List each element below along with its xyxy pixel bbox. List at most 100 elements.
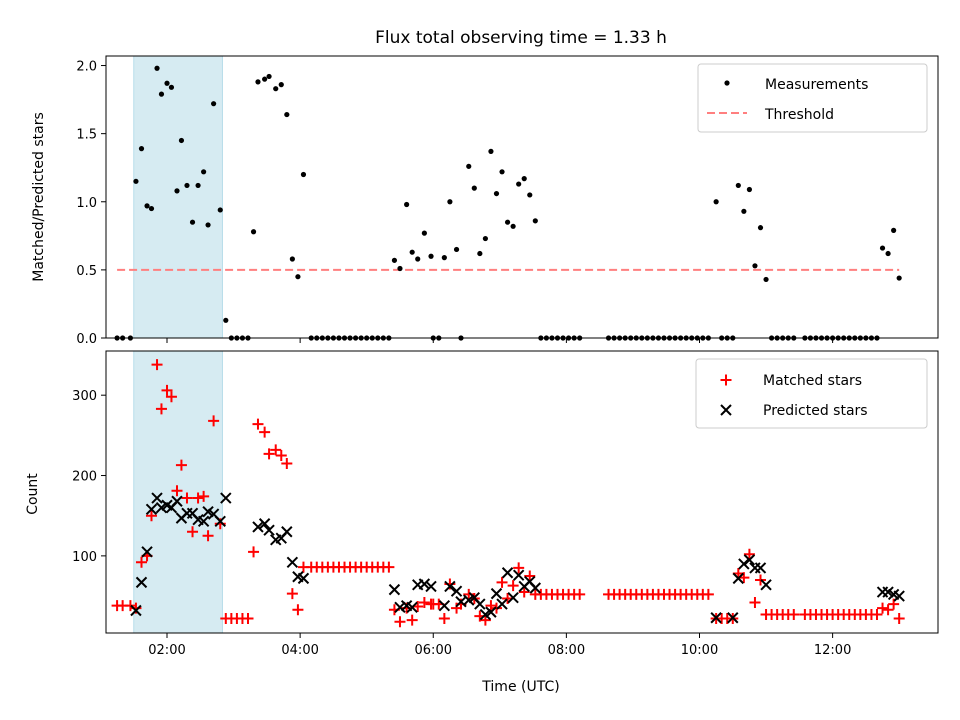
measurement-point: [189, 219, 196, 225]
predicted-star-point: [507, 591, 519, 604]
predicted-star-point: [263, 524, 275, 536]
predicted-star-point: [438, 599, 451, 612]
matched-star-point: [394, 616, 406, 628]
measurement-point: [154, 65, 160, 71]
matched-star-point: [882, 604, 894, 616]
chart-title: Flux total observing time = 1.33 h: [375, 28, 667, 48]
predicted-star-point: [141, 546, 153, 558]
matched-stars-points: [111, 359, 905, 628]
matched-star-point: [171, 485, 183, 497]
measurement-point: [289, 256, 295, 262]
predicted-star-point: [743, 554, 756, 566]
predicted-star-point: [485, 606, 497, 618]
matched-star-point: [496, 576, 508, 588]
measurement-point: [527, 192, 533, 198]
top-y-tick-label: 1.0: [76, 196, 97, 211]
matched-star-point: [175, 459, 187, 471]
bottom-y-axis-ticks: 100 200 300: [72, 389, 106, 565]
matched-star-point: [165, 391, 177, 403]
measurement-point: [741, 208, 747, 214]
matched-star-point: [524, 570, 536, 582]
measurement-point: [428, 253, 434, 259]
predicted-star-point: [418, 578, 431, 590]
matched-star-point: [145, 510, 157, 522]
matched-star-point: [181, 492, 193, 504]
measurement-point: [217, 207, 223, 213]
predicted-star-point: [151, 492, 163, 504]
measurement-point: [273, 86, 279, 92]
measurement-point: [499, 169, 505, 175]
predicted-star-point: [425, 580, 437, 593]
predicted-star-point: [710, 612, 722, 624]
predicted-star-point: [893, 590, 905, 602]
measurement-point: [482, 235, 488, 242]
matched-star-point: [248, 546, 260, 558]
legend-measurements-marker: [724, 80, 730, 86]
measurement-point: [391, 257, 398, 263]
measurement-point: [879, 245, 886, 251]
measurement-point: [255, 79, 261, 85]
bottom-y-axis-label: Count: [25, 473, 41, 515]
top-observing-span: [133, 55, 223, 339]
predicted-star-point: [220, 492, 232, 504]
measurement-point: [168, 84, 175, 90]
measurement-point: [278, 82, 284, 88]
measurement-point: [409, 249, 415, 255]
matched-star-point: [281, 457, 293, 469]
matched-star-point: [877, 602, 889, 614]
predicted-star-point: [732, 572, 745, 585]
bottom-observing-span: [133, 350, 223, 634]
matched-star-point: [270, 444, 282, 456]
measurement-point: [471, 185, 477, 191]
matched-star-point: [135, 556, 147, 568]
measurement-point: [466, 163, 472, 169]
measurement-point: [397, 265, 403, 272]
measurement-point: [295, 274, 301, 280]
measurement-point: [404, 201, 410, 208]
measurement-point: [144, 203, 150, 209]
measurement-point: [178, 137, 185, 144]
measurement-point: [266, 73, 272, 80]
top-y-tick-label: 2.0: [76, 60, 97, 75]
matched-star-point: [161, 384, 173, 396]
predicted-star-point: [727, 612, 739, 624]
measurement-point: [713, 199, 719, 205]
measurement-point: [174, 188, 180, 194]
matched-star-point: [485, 600, 497, 612]
x-tick-label: 10:00: [681, 643, 718, 658]
matched-star-point: [198, 490, 210, 502]
measurement-point: [510, 223, 516, 229]
matched-star-point: [438, 613, 450, 625]
matched-star-point: [893, 613, 905, 625]
measurement-point: [493, 190, 500, 197]
measurement-point: [447, 199, 453, 205]
bottom-x-axis-ticks: 02:00 04:00 06:00 08:00 10:00 12:00: [148, 633, 851, 658]
measurement-point: [477, 250, 483, 257]
matched-star-point: [743, 548, 755, 560]
matched-star-point: [208, 415, 220, 427]
measurement-point: [421, 230, 427, 236]
measurement-point: [195, 182, 201, 189]
bottom-legend: Matched stars Predicted stars: [695, 358, 928, 429]
measurement-point: [300, 171, 307, 178]
measurement-point: [504, 219, 511, 225]
legend-plus-glyph: [720, 374, 732, 386]
bottom-y-tick-label: 100: [72, 550, 97, 565]
top-y-axis-ticks: 0.0 0.5 1.0 1.5 2.0: [76, 60, 106, 347]
measurement-point: [415, 256, 421, 262]
measurement-point: [521, 176, 527, 182]
predicted-star-point: [394, 601, 406, 613]
predicted-star-point: [171, 495, 183, 507]
matched-star-point: [406, 614, 418, 626]
legend-measurements-label: Measurements: [765, 77, 868, 93]
measurement-point: [746, 186, 753, 193]
predicted-star-point: [145, 503, 158, 515]
top-y-tick-label: 0.5: [76, 264, 97, 279]
predicted-star-point: [214, 515, 226, 528]
matched-star-point: [192, 492, 204, 504]
predicted-stars-points: [130, 492, 905, 624]
matched-star-point: [263, 448, 275, 460]
measurement-point: [133, 178, 139, 184]
predicted-star-point: [450, 585, 463, 597]
